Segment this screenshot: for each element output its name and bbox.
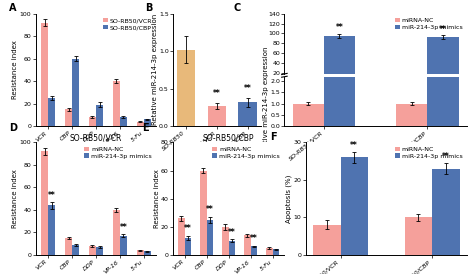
Text: **: ** — [250, 234, 258, 243]
Text: **: ** — [336, 24, 343, 33]
Bar — [313, 225, 340, 255]
Bar — [292, 82, 324, 83]
Title: SO-RB50/CBP: SO-RB50/CBP — [203, 133, 255, 142]
Bar — [396, 82, 428, 83]
Y-axis label: Resistance index: Resistance index — [12, 41, 18, 99]
Bar — [48, 206, 55, 255]
Text: **: ** — [350, 141, 358, 150]
Bar — [120, 117, 127, 126]
Bar — [144, 119, 151, 126]
Bar — [41, 152, 48, 255]
Bar — [137, 122, 144, 126]
Text: F: F — [270, 132, 277, 142]
Bar — [89, 246, 96, 255]
Bar — [41, 23, 48, 126]
Bar — [177, 50, 195, 126]
Bar — [340, 158, 368, 255]
Bar — [324, 36, 355, 83]
Text: B: B — [145, 4, 152, 13]
Text: D: D — [9, 123, 17, 133]
Bar — [428, 0, 458, 126]
Text: **: ** — [442, 152, 450, 161]
Text: **: ** — [439, 25, 447, 34]
Bar — [72, 59, 79, 126]
Title: SO-RB50/VCR: SO-RB50/VCR — [70, 133, 122, 142]
Bar — [178, 218, 185, 255]
Bar — [120, 236, 127, 255]
Legend: miRNA-NC, miR-214-3p mimics: miRNA-NC, miR-214-3p mimics — [211, 145, 281, 160]
Legend: miRNA-NC, miR-214-3p mimics: miRNA-NC, miR-214-3p mimics — [393, 17, 464, 31]
Y-axis label: Apoptosis (%): Apoptosis (%) — [286, 175, 292, 223]
Bar — [144, 252, 151, 255]
Legend: miRNA-NC, miR-214-3p mimics: miRNA-NC, miR-214-3p mimics — [393, 145, 464, 160]
Bar — [324, 0, 355, 126]
Text: **: ** — [213, 89, 221, 98]
Text: **: ** — [228, 228, 236, 236]
Text: E: E — [142, 123, 148, 133]
Bar — [228, 241, 235, 255]
Y-axis label: Resistance index: Resistance index — [154, 169, 160, 228]
Bar — [244, 235, 251, 255]
Bar — [200, 170, 207, 255]
Legend: SO-RB50/VCR, SO-RB50/CBP: SO-RB50/VCR, SO-RB50/CBP — [101, 17, 153, 31]
Bar — [113, 210, 120, 255]
Bar — [238, 102, 257, 126]
Bar — [428, 38, 458, 83]
Y-axis label: Retative miR-214-3p expression: Retative miR-214-3p expression — [152, 14, 158, 125]
Bar — [89, 117, 96, 126]
Legend: miRNA-NC, miR-214-3p mimics: miRNA-NC, miR-214-3p mimics — [83, 145, 153, 160]
Bar — [96, 105, 103, 126]
Y-axis label: Resistance index: Resistance index — [12, 169, 18, 228]
Bar — [185, 238, 191, 255]
Text: **: ** — [119, 223, 128, 232]
Text: C: C — [233, 3, 240, 13]
Bar — [113, 81, 120, 126]
Text: **: ** — [206, 205, 214, 214]
Bar — [207, 220, 213, 255]
Bar — [222, 227, 228, 255]
Text: **: ** — [184, 224, 192, 233]
Bar — [292, 104, 324, 126]
Bar — [65, 238, 72, 255]
Bar — [48, 98, 55, 126]
Bar — [137, 250, 144, 255]
Bar — [396, 104, 428, 126]
Bar — [273, 249, 279, 255]
Bar — [208, 106, 226, 126]
Text: A: A — [9, 4, 17, 13]
Bar — [405, 217, 432, 255]
Y-axis label: Relative miR-214-3p expression: Relative miR-214-3p expression — [263, 46, 269, 157]
Bar — [251, 246, 257, 255]
Text: **: ** — [244, 84, 251, 93]
Bar — [72, 245, 79, 255]
Text: **: ** — [48, 191, 55, 200]
Bar — [65, 109, 72, 126]
Bar — [96, 247, 103, 255]
Bar — [266, 248, 273, 255]
Bar — [432, 169, 460, 255]
